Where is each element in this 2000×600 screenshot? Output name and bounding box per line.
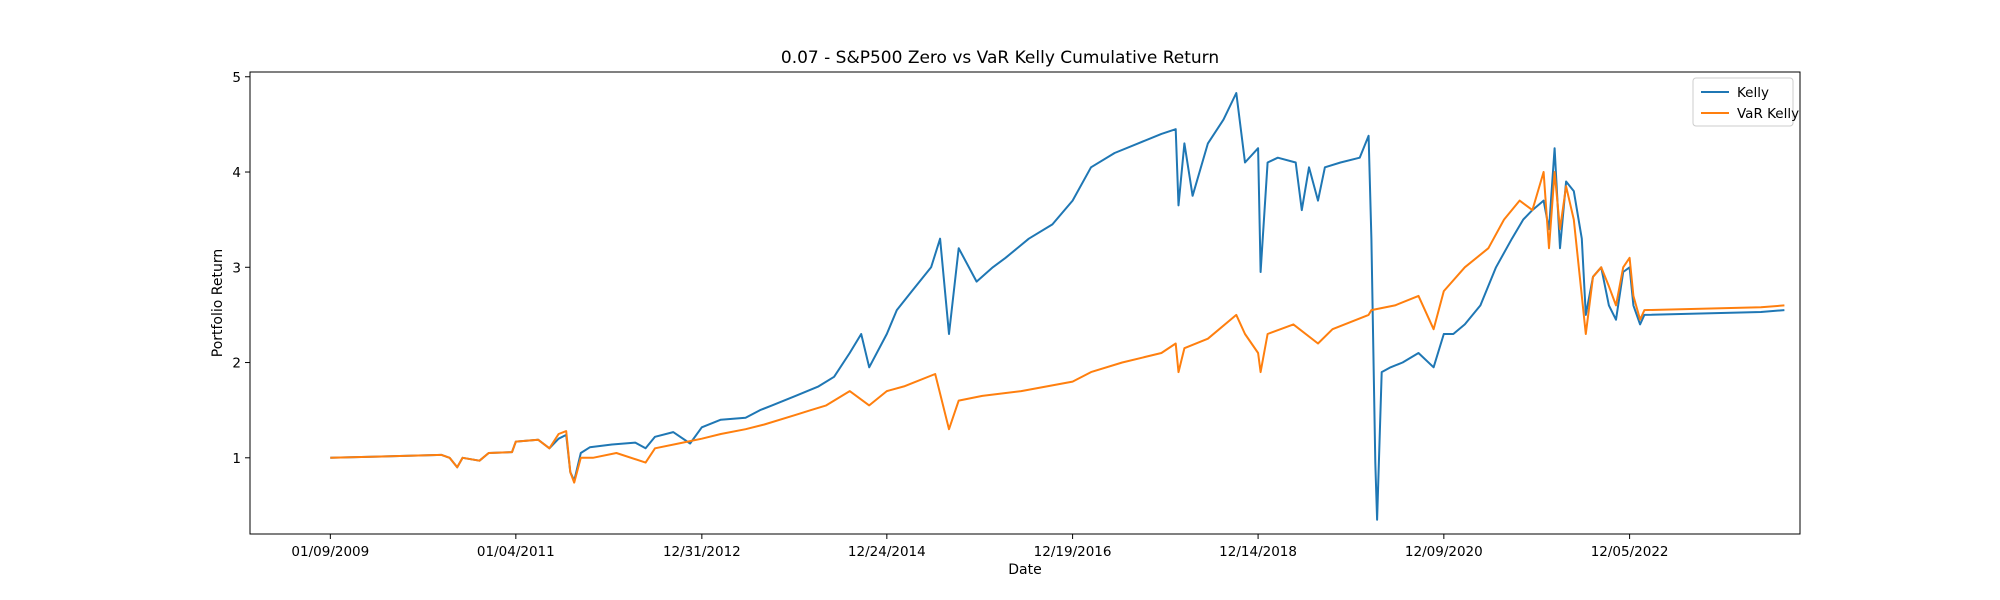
y-axis-label: Portfolio Return	[210, 249, 226, 358]
legend-label-0: Kelly	[1737, 85, 1769, 101]
plot-frame	[249, 71, 1801, 535]
chart-title: 0.07 - S&P500 Zero vs VaR Kelly Cumulati…	[781, 48, 1219, 68]
x-tick-label-6: 12/09/2020	[1405, 544, 1483, 560]
x-tick-label-3: 12/24/2014	[848, 544, 926, 560]
y-tick-label-0: 1	[232, 451, 241, 467]
x-tick-label-5: 12/14/2018	[1219, 544, 1297, 560]
x-tick-label-1: 01/04/2011	[477, 544, 555, 560]
legend-label-1: VaR Kelly	[1737, 106, 1799, 122]
x-tick-label-0: 01/09/2009	[291, 544, 369, 560]
y-tick-label-1: 2	[232, 356, 241, 372]
x-tick-label-2: 12/31/2012	[663, 544, 741, 560]
x-tick-label-7: 12/05/2022	[1591, 544, 1669, 560]
y-tick-label-4: 5	[232, 70, 241, 86]
series-line-1	[330, 171, 1785, 484]
x-axis: 01/09/2009 01/04/2011 12/31/2012 12/24/2014…	[291, 534, 1669, 560]
legend: Kelly VaR Kelly	[1692, 77, 1799, 127]
series-layer	[330, 92, 1785, 521]
y-tick-label-2: 3	[232, 260, 241, 276]
series-line-0	[330, 92, 1785, 521]
x-tick-label-4: 12/19/2016	[1034, 544, 1112, 560]
x-axis-label: Date	[1008, 562, 1041, 578]
y-axis: 1 2 3 4 5	[232, 70, 250, 467]
y-tick-label-3: 4	[232, 165, 241, 181]
